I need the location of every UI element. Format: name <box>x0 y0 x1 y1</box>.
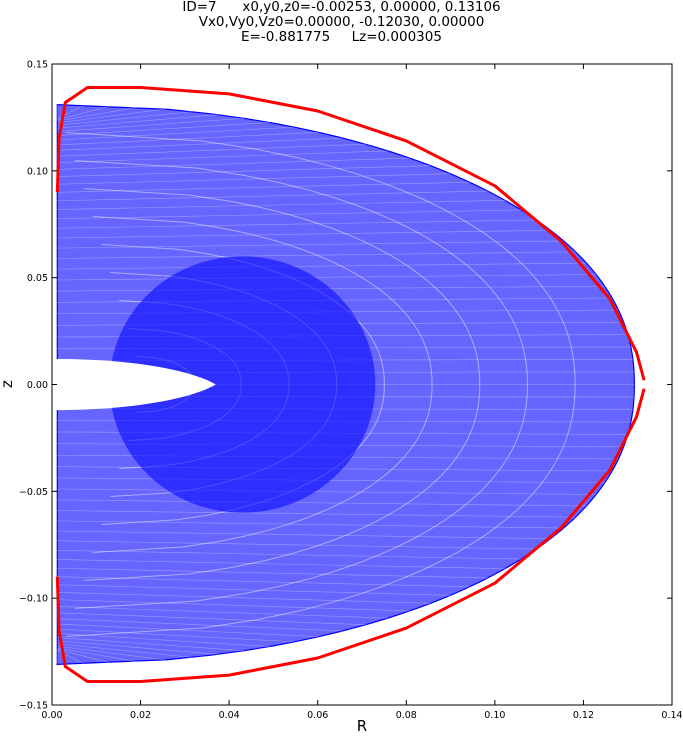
orbit-segment <box>57 117 244 132</box>
x-tick-label: 0.10 <box>484 710 505 721</box>
chart-title: ID=7 x0,y0,z0=-0.00253, 0.00000, 0.13106… <box>0 0 683 45</box>
orbit-segment <box>57 150 388 163</box>
orbit-curve <box>66 132 576 637</box>
orbit-segment <box>57 190 488 202</box>
orbit-segment <box>57 105 112 120</box>
orbit-segment <box>57 132 319 146</box>
y-tick-label: −0.05 <box>19 487 48 498</box>
inner-empty-region <box>52 358 216 411</box>
y-tick-label: −0.10 <box>19 594 48 605</box>
x-axis-label: R <box>357 717 367 735</box>
orbit-segment <box>57 285 605 292</box>
orbit-segment <box>57 649 112 664</box>
x-tick-label: 0.06 <box>307 710 328 721</box>
title-line-3: E=-0.881775 Lz=0.000305 <box>241 29 442 45</box>
title-line-2: Vx0,Vy0,Vz0=0.00000, -0.12030, 0.00000 <box>198 14 485 30</box>
orbit-segment <box>57 251 576 259</box>
orbit-segment <box>57 200 505 210</box>
orbit-segment <box>57 137 343 151</box>
orbit-segment <box>57 488 597 495</box>
orbit-segment <box>57 559 505 569</box>
orbit-segment <box>57 165 431 177</box>
orbit-segment <box>57 599 410 612</box>
y-tick-label: 0.10 <box>27 166 48 177</box>
orbit-curve <box>83 188 481 581</box>
orbit-segment <box>57 618 343 632</box>
zero-velocity-curve-series <box>55 86 646 683</box>
orbit-segment <box>57 126 295 141</box>
y-axis-label: z <box>0 380 16 388</box>
x-tick-label: 0.12 <box>573 710 594 721</box>
orbit-segment <box>57 274 597 281</box>
y-tick-label: 0.15 <box>27 60 48 71</box>
orbit-segment <box>57 240 564 249</box>
orbit-core <box>109 256 376 513</box>
orbit-segment <box>57 219 537 229</box>
orbit-segment <box>57 230 551 239</box>
orbit-segment <box>57 122 270 136</box>
x-tick-label: 0.04 <box>219 710 240 721</box>
orbit-segment <box>57 510 576 518</box>
orbit-segment <box>57 637 244 652</box>
orbit-segment <box>57 647 139 663</box>
orbit-segment <box>57 499 587 507</box>
orbit-segment <box>57 628 295 643</box>
orbit-curve <box>92 216 433 553</box>
orbit-segment <box>57 540 537 550</box>
orbit-segment <box>57 157 410 170</box>
orbit-segment <box>57 173 451 185</box>
y-tick-label: 0.00 <box>27 380 48 391</box>
x-tick-label: 0.08 <box>396 710 417 721</box>
orbit-segment <box>57 143 366 157</box>
orbit-segment <box>57 209 522 220</box>
axis-ticks: 0.00 0.02 0.04 0.06 0.08 0.10 0.12 0.14 0.15 0.10… <box>19 60 683 722</box>
x-tick-label: 0.00 <box>41 710 62 721</box>
orbit-segment <box>57 477 605 484</box>
orbit-segment <box>57 262 587 270</box>
zvc-upper-branch <box>55 86 646 381</box>
title-line-1: ID=7 x0,y0,z0=-0.00253, 0.00000, 0.13106 <box>182 0 501 15</box>
orbit-segment <box>57 612 366 626</box>
y-tick-label: 0.05 <box>27 273 48 284</box>
orbit-segment <box>57 567 488 579</box>
zvc-lower-branch <box>55 388 646 683</box>
orbit-segment <box>57 623 319 637</box>
orbit-segment <box>57 108 166 124</box>
orbit-series <box>52 103 635 666</box>
orbit-segment <box>57 645 166 661</box>
x-tick-label: 0.14 <box>661 710 682 721</box>
orbit-segment <box>57 181 470 193</box>
orbit-segment <box>57 643 192 658</box>
x-tick-label: 0.02 <box>130 710 151 721</box>
orbit-segment <box>57 520 564 529</box>
orbit-segment <box>57 584 451 596</box>
orbit-segment <box>57 111 192 126</box>
orbit-segment <box>57 633 270 647</box>
orbit-segment <box>57 549 522 560</box>
orbit-segment <box>57 576 470 588</box>
orbit-segment <box>57 114 219 129</box>
orbit-segment <box>57 640 219 655</box>
orbit-curve <box>74 160 528 609</box>
y-tick-label: −0.15 <box>19 701 48 712</box>
orbit-segment <box>57 592 431 604</box>
orbit-segment <box>57 530 551 539</box>
orbit-segment <box>57 106 139 122</box>
orbit-segment <box>57 606 388 619</box>
